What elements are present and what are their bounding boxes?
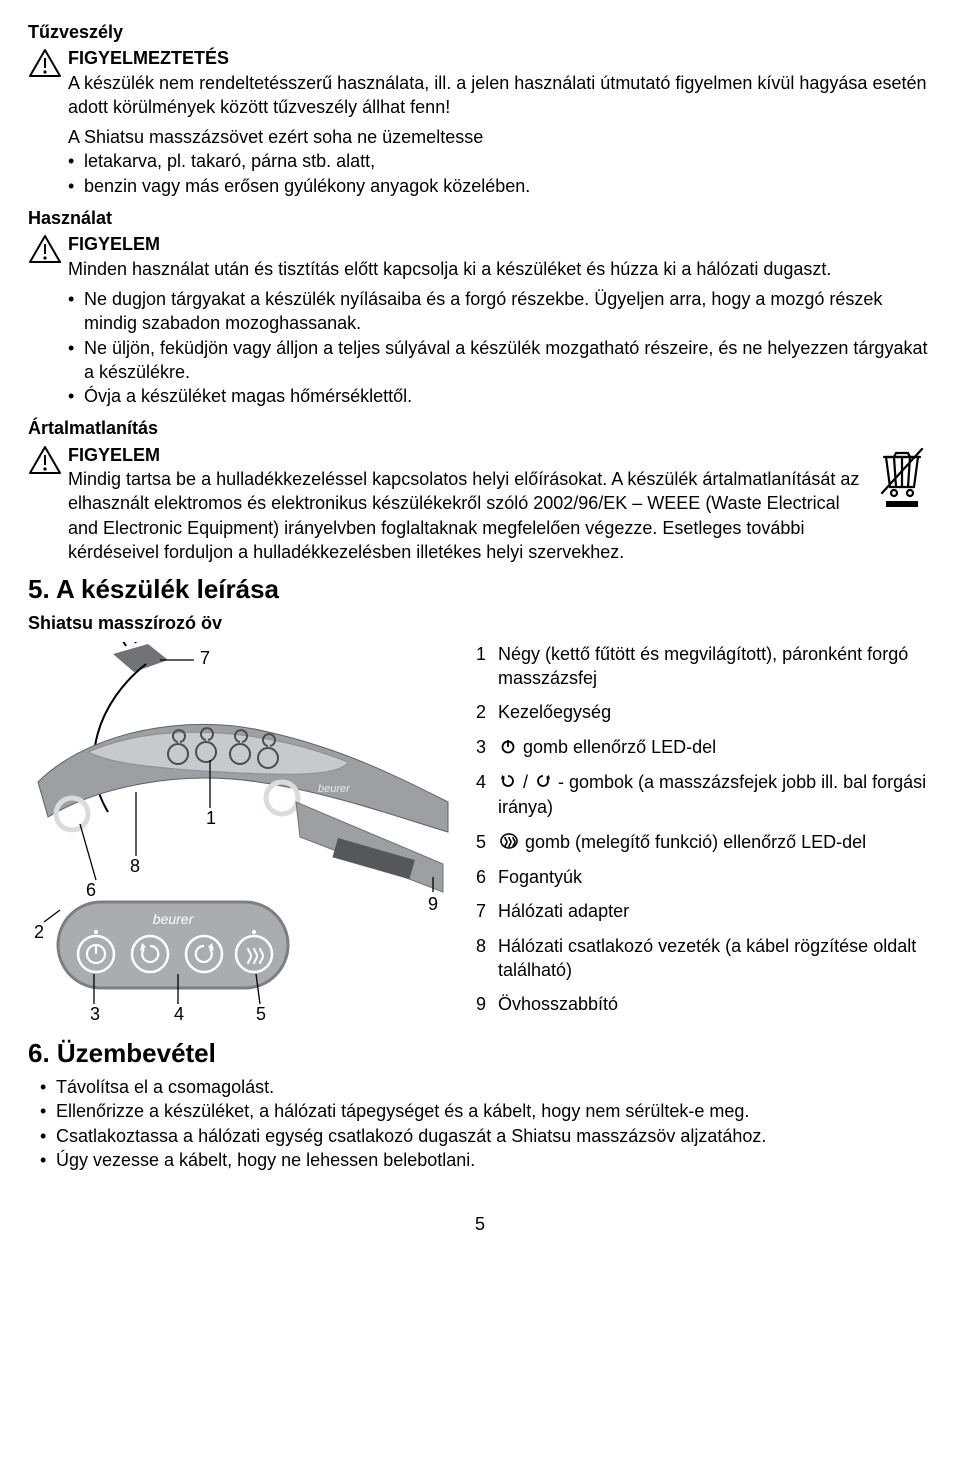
belt-icon: beurer	[38, 724, 448, 892]
device-heading: 5. A készülék leírása	[28, 572, 932, 607]
use-title: Használat	[28, 206, 932, 230]
fire-p1: A készülék nem rendeltetésszerű használa…	[68, 71, 932, 120]
fire-b1: letakarva, pl. takaró, párna stb. alatt,	[68, 149, 932, 173]
warning-icon	[28, 48, 64, 84]
svg-text:5: 5	[256, 1004, 266, 1022]
svg-text:7: 7	[200, 648, 210, 668]
svg-text:6: 6	[86, 880, 96, 900]
weee-icon	[876, 443, 932, 515]
fire-warning-block: FIGYELMEZTETÉS A készülék nem rendelteté…	[28, 46, 932, 119]
startup-b1: Távolítsa el a csomagolást.	[40, 1075, 932, 1099]
fire-b2: benzin vagy más erősen gyúlékony anyagok…	[68, 174, 932, 198]
use-b1: Ne dugjon tárgyakat a készülék nyílásaib…	[68, 287, 932, 336]
fire-cont: A Shiatsu masszázsövet ezért soha ne üze…	[28, 125, 932, 198]
startup-b4: Úgy vezesse a kábelt, hogy ne lehessen b…	[40, 1148, 932, 1172]
disposal-warning-block: FIGYELEM Mindig tartsa be a hulladékkeze…	[28, 443, 932, 564]
rotate-ccw-icon	[535, 771, 551, 795]
legend-item: 7Hálózati adapter	[476, 899, 932, 923]
use-b2: Ne üljön, feküdjön vagy álljon a teljes …	[68, 336, 932, 385]
startup-b2: Ellenőrizze a készüléket, a hálózati táp…	[40, 1099, 932, 1123]
control-panel-icon: beurer	[58, 902, 288, 988]
startup-heading: 6. Üzembevétel	[28, 1036, 932, 1071]
svg-text:beurer: beurer	[318, 783, 351, 795]
device-figure: beurer beurer	[28, 642, 458, 1028]
legend-item: 9Övhosszabbító	[476, 992, 932, 1016]
legend-item: 3 gomb ellenőrző LED-del	[476, 735, 932, 760]
use-warning-body: FIGYELEM Minden használat után és tisztí…	[68, 232, 932, 281]
fire-title: Tűzveszély	[28, 20, 932, 44]
warning-icon	[28, 234, 64, 270]
power-icon	[500, 736, 516, 760]
svg-text:2: 2	[34, 922, 44, 942]
legend-item: 6Fogantyúk	[476, 865, 932, 889]
svg-text:4: 4	[174, 1004, 184, 1022]
legend-item: 4 / - gombok (a masszázsfejek jobb ill. …	[476, 770, 932, 820]
svg-text:1: 1	[206, 808, 216, 828]
startup-b3: Csatlakoztassa a hálózati egység csatlak…	[40, 1124, 932, 1148]
legend-item: 5 gomb (melegítő funkció) ellenőrző LED-…	[476, 830, 932, 855]
fire-warn-label: FIGYELMEZTETÉS	[68, 46, 932, 70]
use-warning-block: FIGYELEM Minden használat után és tisztí…	[28, 232, 932, 281]
disposal-warn-label: FIGYELEM	[68, 443, 864, 467]
disposal-body: FIGYELEM Mindig tartsa be a hulladékkeze…	[68, 443, 932, 564]
device-legend: 1Négy (kettő fűtött és megvilágított), p…	[476, 642, 932, 1028]
fire-p2: A Shiatsu masszázsövet ezért soha ne üze…	[68, 125, 932, 149]
legend-item: 2Kezelőegység	[476, 700, 932, 724]
warning-icon	[28, 445, 64, 481]
fire-warning-body: FIGYELMEZTETÉS A készülék nem rendelteté…	[68, 46, 932, 119]
svg-text:3: 3	[90, 1004, 100, 1022]
device-subheading: Shiatsu masszírozó öv	[28, 611, 932, 635]
disposal-title: Ártalmatlanítás	[28, 416, 932, 440]
page-number: 5	[28, 1212, 932, 1236]
svg-text:9: 9	[428, 894, 438, 914]
use-p1: Minden használat után és tisztítás előtt…	[68, 257, 932, 281]
use-warn-label: FIGYELEM	[68, 232, 932, 256]
legend-item: 8Hálózati csatlakozó vezeték (a kábel rö…	[476, 934, 932, 983]
disposal-p1: Mindig tartsa be a hulladékkezeléssel ka…	[68, 467, 864, 564]
rotate-cw-icon	[500, 771, 516, 795]
use-b3: Óvja a készüléket magas hőmérséklettől.	[68, 384, 932, 408]
svg-text:8: 8	[130, 856, 140, 876]
svg-text:beurer: beurer	[153, 911, 195, 927]
heat-icon	[500, 831, 518, 855]
use-cont: Ne dugjon tárgyakat a készülék nyílásaib…	[28, 287, 932, 408]
legend-item: 1Négy (kettő fűtött és megvilágított), p…	[476, 642, 932, 691]
